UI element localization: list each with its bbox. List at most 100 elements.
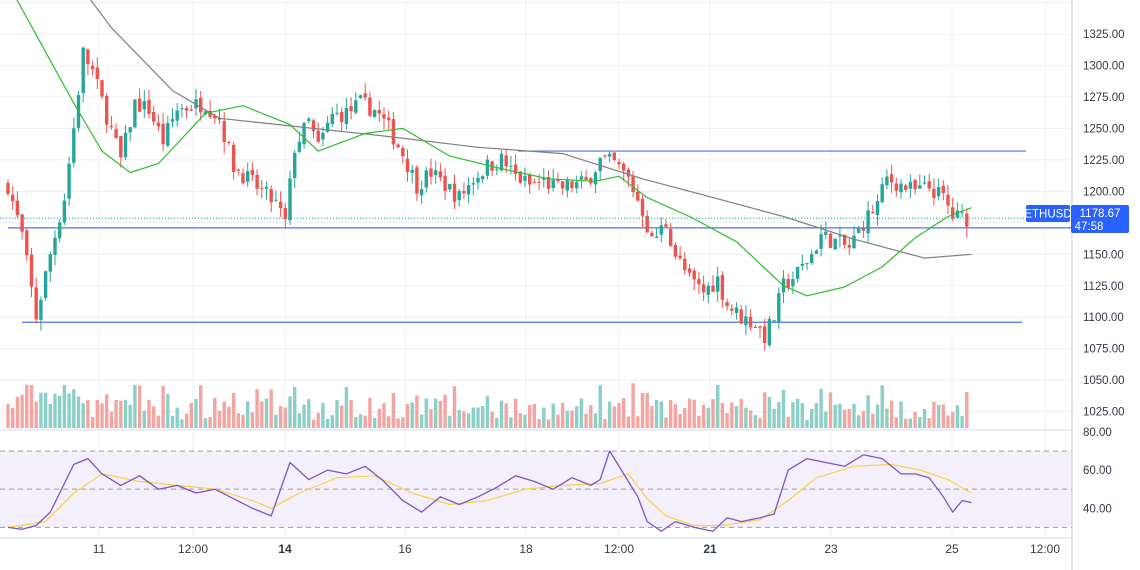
candle-body [504,155,508,167]
price-tick-label: 1325.00 [1083,29,1125,41]
candle-body [119,136,123,158]
price-tick-label: 1025.00 [1083,407,1125,419]
volume-bar [48,403,52,428]
volume-bar [593,413,598,428]
volume-bar [133,384,137,428]
candle-body [913,180,917,190]
volume-bar [838,403,842,428]
candle-body [598,157,602,172]
volume-bar [513,398,518,428]
volume-bar [965,391,969,428]
volume-bar [720,403,725,428]
candle-body [199,97,203,113]
candle-body [208,110,212,117]
candle-body [29,254,34,287]
volume-bar [476,407,480,428]
candle-body [142,101,146,110]
volume-bar [241,414,245,428]
candle-body [951,207,955,219]
candle-body [311,120,316,132]
candle-body [748,316,753,328]
horizontal-levels[interactable] [8,150,1072,323]
volume-bar [358,414,363,428]
candle-body [777,293,781,323]
volume-bar [391,393,396,428]
volume-bar [842,409,847,428]
price-tick-label: 1250.00 [1083,123,1125,135]
volume-bar [53,393,57,428]
moving-averages [16,0,972,297]
volume-bar [669,400,673,428]
candle-body [222,121,226,143]
volume-bar [95,400,99,428]
volume-bar [20,394,24,428]
candle-body [786,278,790,288]
candle-body [58,222,62,239]
candle-body [86,49,90,64]
time-tick-label: 21 [703,542,717,556]
volume-bar [833,404,837,428]
candle-body [15,200,20,216]
volume-bar [105,394,109,428]
volume-bar [922,408,927,428]
volume-bar [222,401,226,428]
volume-bar [62,385,67,428]
time-tick-label: 12:00 [604,542,634,556]
volume-bar [128,404,132,428]
volume-bar [11,408,15,428]
volume-bar [349,400,353,428]
candle-body [927,181,931,189]
candle-body [48,254,52,272]
volume-bar [152,406,156,428]
volume-bar [72,389,76,428]
candle-body [250,169,255,175]
volume-bar [786,416,790,428]
price-tick-label: 1100.00 [1083,312,1124,324]
candle-body [617,162,621,165]
volume-bar [452,386,457,428]
volume-bar [880,385,884,428]
volume-bar [617,403,621,428]
volume-bar [847,408,851,428]
price-tick-label: 1150.00 [1083,249,1124,261]
price-tick-label: 1075.00 [1083,344,1125,356]
volume-bar [382,403,386,428]
candle-body [184,107,189,111]
candle-body [325,122,330,132]
candle-body [476,177,480,183]
candle-body [889,174,894,183]
volume-bar [551,403,555,428]
volume-bar [250,412,255,428]
candle-body [904,185,908,190]
candle-body [584,176,588,180]
candle-body [429,168,433,177]
candle-body [391,119,396,145]
candle-body [593,172,598,185]
volume-bar [814,403,819,428]
price-tick-label: 1125.00 [1083,281,1124,293]
volume-bar [39,392,43,428]
candle-body [908,181,913,189]
candle-body [532,182,537,184]
candle-body [246,171,250,182]
volume-bar [603,419,607,428]
candle-body [499,153,504,171]
volume-bar [246,401,250,428]
volume-bar [951,412,955,428]
volume-bar [772,408,776,428]
volume-bar [415,395,419,428]
volume-bar [753,415,757,428]
candle-body [81,47,85,94]
candle-body [368,97,372,116]
candle-body [551,179,555,188]
volume-bar [175,407,179,428]
volume-bar [955,405,960,428]
volume-bar [438,400,443,428]
volume-bar [523,414,527,428]
volume-bar [166,394,170,428]
candle-body [466,185,471,195]
candle-body [650,232,654,237]
volume-bar [123,400,128,428]
candle-body [546,176,551,189]
